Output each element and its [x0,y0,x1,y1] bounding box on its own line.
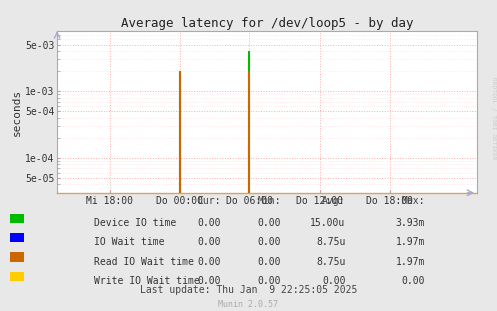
Text: Cur:: Cur: [198,196,221,206]
Text: 1.97m: 1.97m [396,237,425,247]
Text: Read IO Wait time: Read IO Wait time [94,257,194,267]
Text: 0.00: 0.00 [198,276,221,286]
Text: Max:: Max: [402,196,425,206]
Text: 3.93m: 3.93m [396,218,425,228]
Text: 0.00: 0.00 [257,218,281,228]
Text: 0.00: 0.00 [198,257,221,267]
Title: Average latency for /dev/loop5 - by day: Average latency for /dev/loop5 - by day [121,17,414,30]
Text: 15.00u: 15.00u [310,218,345,228]
Text: Last update: Thu Jan  9 22:25:05 2025: Last update: Thu Jan 9 22:25:05 2025 [140,285,357,295]
Text: RRDTOOL / TOBI OETIKER: RRDTOOL / TOBI OETIKER [491,77,496,160]
Text: 0.00: 0.00 [257,276,281,286]
Text: 0.00: 0.00 [322,276,345,286]
Text: 1.97m: 1.97m [396,257,425,267]
Text: Min:: Min: [257,196,281,206]
Text: Avg:: Avg: [322,196,345,206]
Text: Device IO time: Device IO time [94,218,176,228]
Text: 8.75u: 8.75u [316,237,345,247]
Text: 0.00: 0.00 [257,237,281,247]
Text: IO Wait time: IO Wait time [94,237,165,247]
Y-axis label: seconds: seconds [12,88,22,136]
Text: 0.00: 0.00 [402,276,425,286]
Text: 0.00: 0.00 [198,237,221,247]
Text: 8.75u: 8.75u [316,257,345,267]
Text: Write IO Wait time: Write IO Wait time [94,276,200,286]
Text: 0.00: 0.00 [257,257,281,267]
Text: 0.00: 0.00 [198,218,221,228]
Text: Munin 2.0.57: Munin 2.0.57 [219,300,278,309]
